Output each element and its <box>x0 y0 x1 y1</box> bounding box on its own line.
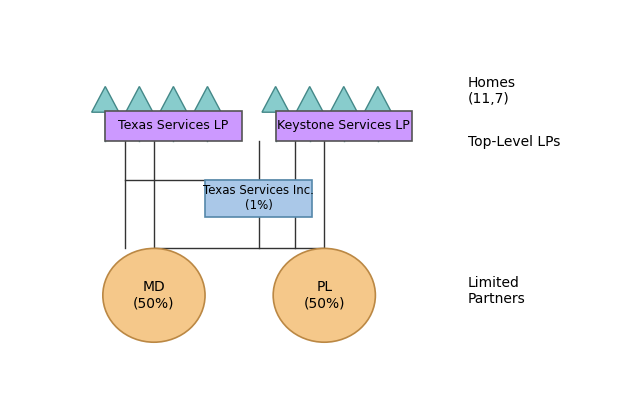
Text: Homes
(11,7): Homes (11,7) <box>468 76 516 106</box>
Text: Top-Level LPs: Top-Level LPs <box>468 136 560 149</box>
Polygon shape <box>160 86 187 112</box>
Polygon shape <box>126 86 153 112</box>
Polygon shape <box>330 86 357 112</box>
Ellipse shape <box>273 248 376 342</box>
Polygon shape <box>262 86 290 112</box>
Text: Keystone Services LP: Keystone Services LP <box>278 119 410 132</box>
Text: PL
(50%): PL (50%) <box>303 280 345 310</box>
Polygon shape <box>364 86 391 112</box>
Polygon shape <box>92 86 119 112</box>
Text: Texas Services Inc.
(1%): Texas Services Inc. (1%) <box>203 184 314 213</box>
Ellipse shape <box>103 248 205 342</box>
Text: Texas Services LP: Texas Services LP <box>118 119 229 132</box>
Polygon shape <box>194 86 221 112</box>
Polygon shape <box>296 86 323 112</box>
FancyBboxPatch shape <box>205 180 312 217</box>
Text: Limited
Partners: Limited Partners <box>468 275 526 306</box>
FancyBboxPatch shape <box>106 111 242 141</box>
Text: MD
(50%): MD (50%) <box>133 280 175 310</box>
FancyBboxPatch shape <box>276 111 412 141</box>
